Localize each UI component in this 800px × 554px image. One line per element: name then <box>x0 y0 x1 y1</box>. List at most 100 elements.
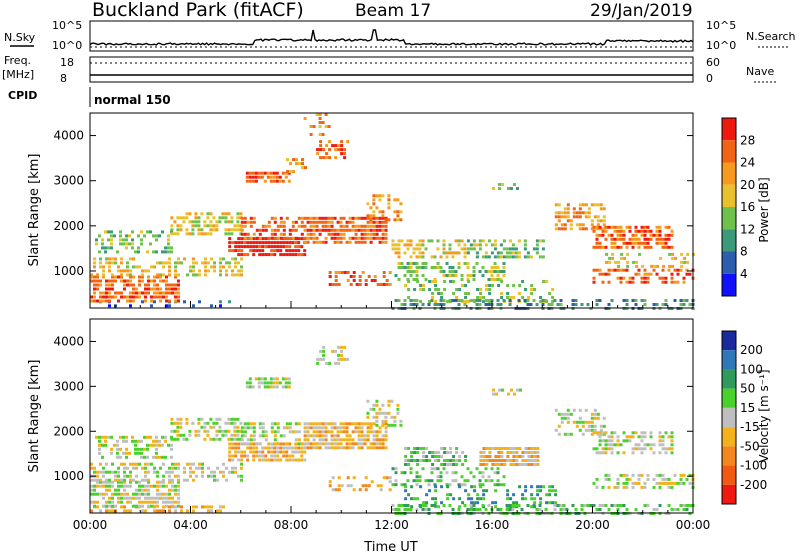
heatmap-cell <box>415 471 419 475</box>
heatmap-cell <box>285 253 289 257</box>
heatmap-cell <box>481 274 485 277</box>
heatmap-cell <box>104 435 107 439</box>
heatmap-cell <box>108 488 111 492</box>
heatmap-cell <box>126 500 129 504</box>
heatmap-cell <box>114 279 117 283</box>
heatmap-cell <box>439 303 443 306</box>
heatmap-cell <box>676 272 680 276</box>
heatmap-cell <box>162 279 165 283</box>
heatmap-cell <box>610 241 614 245</box>
heatmap-cell <box>134 439 137 443</box>
heatmap-cell <box>506 493 510 497</box>
heatmap-cell <box>331 476 335 480</box>
heatmap-cell <box>584 408 588 412</box>
heatmap-cell <box>530 288 534 291</box>
heatmap-cell <box>535 251 539 255</box>
heatmap-cell <box>177 488 180 492</box>
heatmap-cell <box>485 288 489 291</box>
heatmap-cell <box>431 463 435 466</box>
heatmap-cell <box>249 220 253 224</box>
heatmap-cell <box>384 240 388 244</box>
heatmap-cell <box>306 426 310 430</box>
heatmap-cell <box>285 446 289 450</box>
heatmap-cell <box>129 291 132 295</box>
heatmap-cell <box>330 236 334 240</box>
heatmap-cell <box>685 268 689 272</box>
heatmap-cell <box>595 237 599 241</box>
heatmap-cell <box>98 451 101 455</box>
heatmap-cell <box>234 466 237 470</box>
heatmap-cell <box>234 261 237 265</box>
heatmap-cell <box>168 269 171 273</box>
heatmap-cell <box>125 439 128 443</box>
heatmap-cell <box>601 451 605 455</box>
heatmap-cell <box>248 175 252 179</box>
heatmap-cell <box>161 230 164 234</box>
heatmap-cell <box>197 417 201 421</box>
heatmap-cell <box>595 268 599 272</box>
heatmap-cell <box>605 252 609 256</box>
heatmap-cell <box>203 421 207 425</box>
heatmap-cell <box>318 113 322 116</box>
heatmap-cell <box>384 411 388 415</box>
heatmap-cell <box>366 415 370 419</box>
heatmap-cell <box>174 269 177 273</box>
heatmap-cell <box>135 480 138 484</box>
heatmap-cell <box>162 478 165 482</box>
power-colorbar-label: Power [dB] <box>757 177 771 242</box>
colorbar-swatch <box>722 184 736 207</box>
heatmap-cell <box>144 478 147 482</box>
heatmap-cell <box>366 202 370 206</box>
heatmap-cell <box>177 295 180 299</box>
heatmap-cell <box>625 245 629 249</box>
heatmap-cell <box>336 236 340 240</box>
heatmap-cell <box>233 425 237 429</box>
heatmap-cell <box>134 447 137 451</box>
heatmap-cell <box>664 431 668 435</box>
heatmap-cell <box>457 483 461 487</box>
heatmap-cell <box>625 280 629 284</box>
heatmap-cell <box>631 233 635 237</box>
heatmap-cell <box>273 422 277 426</box>
heatmap-cell <box>258 422 262 426</box>
heatmap-cell <box>207 505 210 509</box>
heatmap-cell <box>333 240 337 244</box>
heatmap-cell <box>306 434 310 438</box>
heatmap-cell <box>342 232 346 236</box>
heatmap-cell <box>551 296 555 299</box>
heatmap-cell <box>168 299 171 303</box>
heatmap-cell <box>321 442 325 446</box>
heatmap-cell <box>664 245 668 249</box>
heatmap-cell <box>93 466 96 470</box>
heatmap-cell <box>297 253 301 257</box>
heatmap-cell <box>309 220 313 224</box>
heatmap-cell <box>188 212 192 216</box>
heatmap-cell <box>249 216 253 220</box>
heatmap-cell <box>363 216 367 220</box>
heatmap-cell <box>351 228 355 232</box>
heatmap-cell <box>541 239 545 243</box>
heatmap-cell <box>324 125 328 128</box>
heatmap-cell <box>478 483 482 487</box>
heatmap-cell <box>493 270 497 273</box>
heatmap-cell <box>436 239 440 243</box>
heatmap-cell <box>610 504 614 507</box>
nsky-label: N.Sky <box>4 31 36 44</box>
heatmap-cell <box>309 434 313 438</box>
heatmap-cell <box>406 262 410 265</box>
heatmap-cell <box>610 268 614 272</box>
heatmap-cell <box>324 113 328 116</box>
heatmap-cell <box>607 485 611 489</box>
heatmap-cell <box>246 458 250 462</box>
heatmap-cell <box>490 270 494 273</box>
heatmap-cell <box>348 236 352 240</box>
heatmap-cell <box>231 454 235 458</box>
heatmap-cell <box>90 509 93 513</box>
heatmap-cell <box>117 500 120 504</box>
heatmap-cell <box>506 497 510 501</box>
heatmap-cell <box>105 504 108 508</box>
heatmap-cell <box>231 442 235 446</box>
heatmap-cell <box>610 439 614 443</box>
heatmap-cell <box>102 480 105 484</box>
